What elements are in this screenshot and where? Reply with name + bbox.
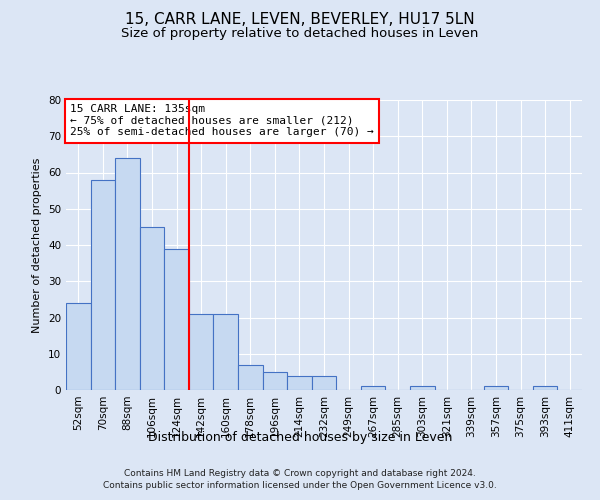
Text: Contains HM Land Registry data © Crown copyright and database right 2024.: Contains HM Land Registry data © Crown c…: [124, 468, 476, 477]
Bar: [140, 227, 164, 390]
Bar: [410, 386, 434, 390]
Text: 15, CARR LANE, LEVEN, BEVERLEY, HU17 5LN: 15, CARR LANE, LEVEN, BEVERLEY, HU17 5LN: [125, 12, 475, 28]
Bar: [164, 248, 189, 390]
Y-axis label: Number of detached properties: Number of detached properties: [32, 158, 43, 332]
Bar: [115, 158, 140, 390]
Text: Size of property relative to detached houses in Leven: Size of property relative to detached ho…: [121, 28, 479, 40]
Bar: [361, 386, 385, 390]
Bar: [91, 180, 115, 390]
Bar: [66, 303, 91, 390]
Bar: [263, 372, 287, 390]
Bar: [312, 376, 336, 390]
Text: 15 CARR LANE: 135sqm
← 75% of detached houses are smaller (212)
25% of semi-deta: 15 CARR LANE: 135sqm ← 75% of detached h…: [70, 104, 374, 138]
Bar: [238, 364, 263, 390]
Bar: [484, 386, 508, 390]
Bar: [533, 386, 557, 390]
Text: Contains public sector information licensed under the Open Government Licence v3: Contains public sector information licen…: [103, 481, 497, 490]
Bar: [287, 376, 312, 390]
Text: Distribution of detached houses by size in Leven: Distribution of detached houses by size …: [148, 431, 452, 444]
Bar: [189, 314, 214, 390]
Bar: [214, 314, 238, 390]
